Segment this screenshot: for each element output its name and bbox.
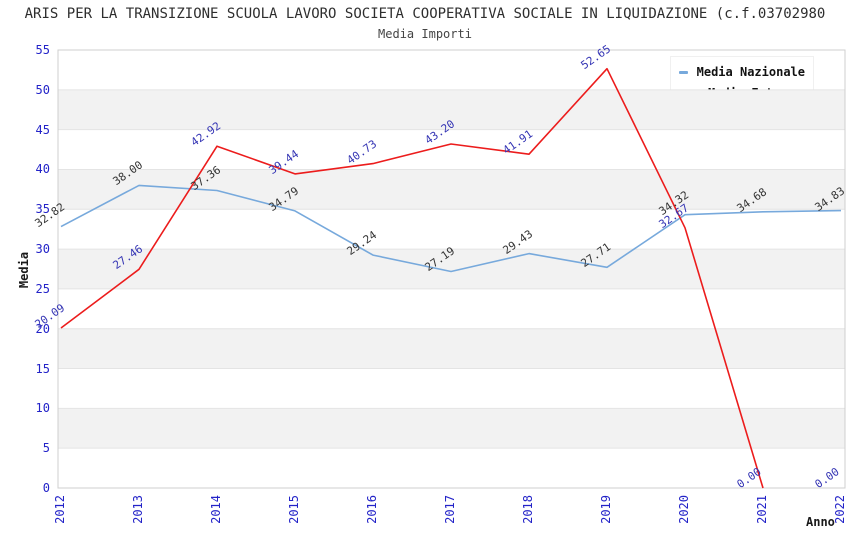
background-band <box>58 169 845 210</box>
x-tick-label: 2015 <box>287 495 301 524</box>
x-tick-label: 2013 <box>131 495 145 524</box>
y-tick-label: 0 <box>42 481 50 495</box>
series-line-1 <box>60 67 764 489</box>
legend-line-swatch-blue <box>679 70 688 74</box>
y-tick-label: 30 <box>35 242 50 257</box>
y-tick-label: 20 <box>35 321 50 336</box>
y-tick-label: 40 <box>35 162 50 177</box>
x-tick-label: 2016 <box>365 495 379 524</box>
y-tick-label: 15 <box>35 361 50 376</box>
y-tick-label: 10 <box>35 401 50 416</box>
x-tick-label: 2012 <box>53 495 67 524</box>
y-tick-label: 5 <box>42 441 50 456</box>
x-tick-label: 2020 <box>677 495 691 524</box>
y-tick-label: 55 <box>35 43 50 57</box>
x-tick-label: 2014 <box>209 495 223 524</box>
series-line-0 <box>60 184 842 273</box>
x-tick-label: 2019 <box>599 495 613 524</box>
background-band <box>58 89 845 130</box>
legend-item-media-nazionale: Media Nazionale <box>671 61 813 82</box>
chart-title: ARIS PER LA TRANSIZIONE SCUOLA LAVORO SO… <box>24 6 826 22</box>
background-band <box>58 328 845 369</box>
y-tick-label: 50 <box>35 82 50 97</box>
x-tick-label: 2021 <box>755 495 769 524</box>
chart-subtitle: Media Importi <box>378 27 472 41</box>
x-tick-label: 2018 <box>521 495 535 524</box>
background-band <box>58 408 845 449</box>
y-tick-label: 45 <box>35 122 50 137</box>
x-tick-label: 2022 <box>833 495 847 524</box>
x-tick-label: 2017 <box>443 495 457 524</box>
y-tick-label: 35 <box>35 202 50 217</box>
background-band <box>58 249 845 289</box>
x-axis-label: Anno <box>806 515 835 529</box>
plot-border <box>57 49 846 489</box>
legend-label-media-nazionale: Media Nazionale <box>696 65 805 79</box>
y-tick-label: 25 <box>35 281 50 296</box>
